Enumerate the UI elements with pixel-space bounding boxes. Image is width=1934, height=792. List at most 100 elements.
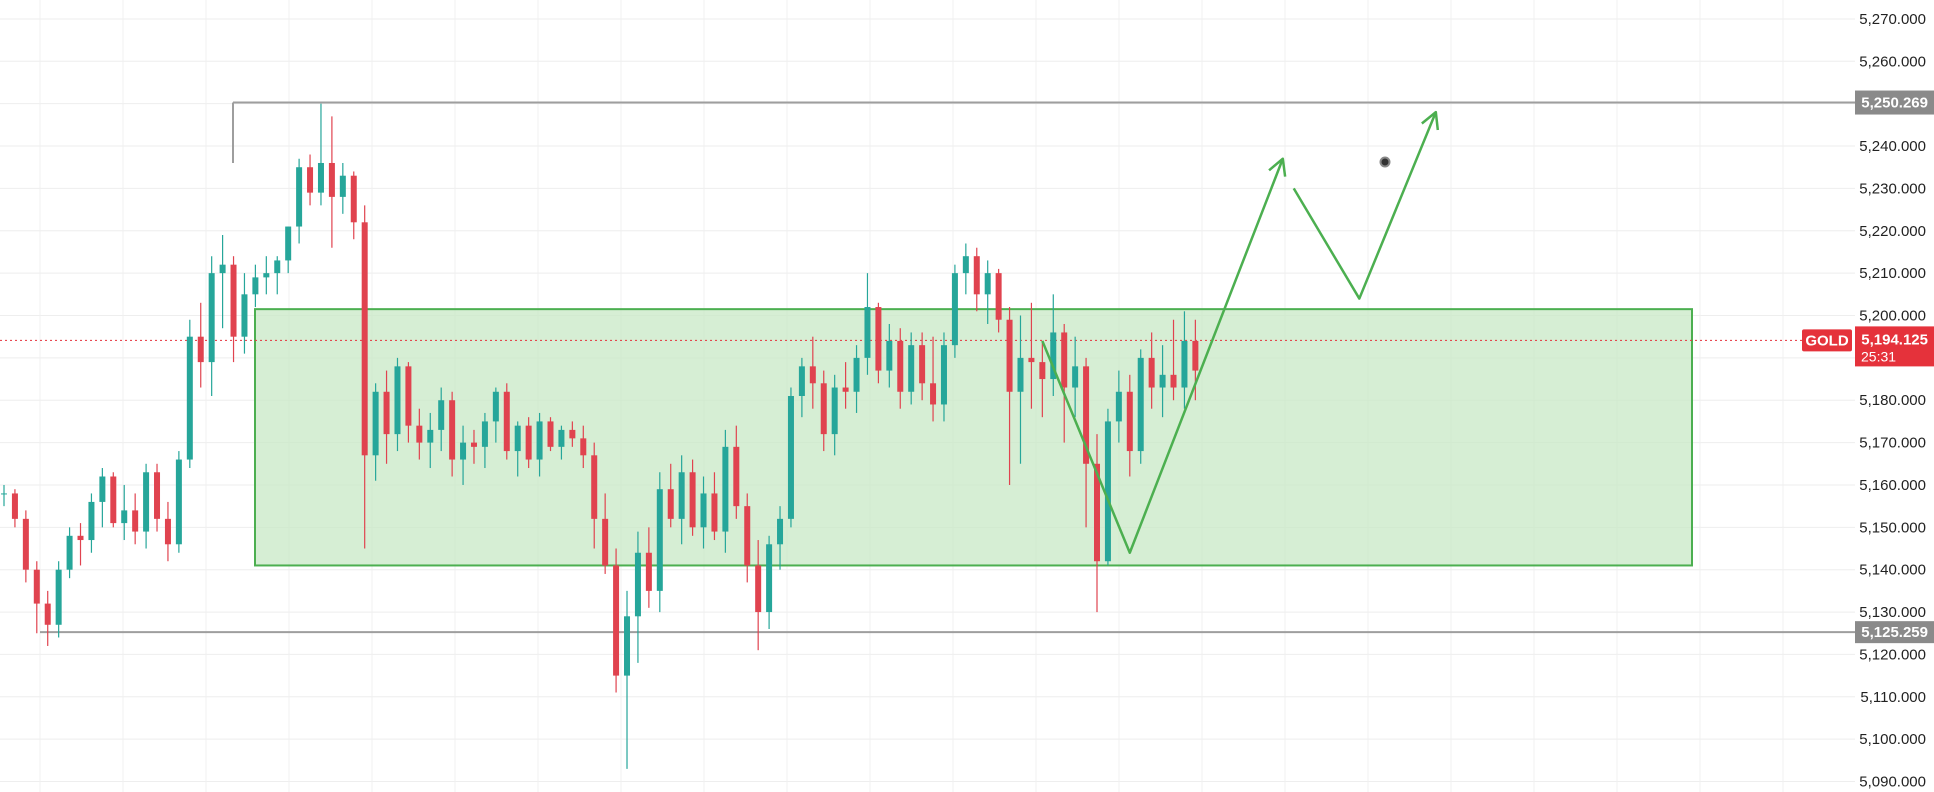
- y-tick-label: 5,100.000: [1859, 731, 1926, 748]
- candle-body: [1192, 340, 1199, 371]
- candle: [164, 501, 171, 562]
- candle-body: [1159, 374, 1166, 388]
- candle: [88, 493, 95, 553]
- candle-body: [853, 357, 860, 392]
- candle: [984, 260, 991, 324]
- candle-body: [164, 518, 171, 545]
- range-box-layer: [254, 308, 1693, 567]
- candle-body: [722, 446, 729, 532]
- candle: [350, 171, 357, 240]
- candle-body: [470, 442, 477, 447]
- candle-body: [296, 167, 303, 227]
- candle-body: [1061, 332, 1068, 388]
- y-tick-label: 5,260.000: [1859, 53, 1926, 70]
- consolidation-range-box[interactable]: [254, 308, 1693, 567]
- candle-body: [1170, 374, 1177, 388]
- candle: [372, 383, 379, 481]
- candle: [919, 332, 926, 401]
- projection-path-2-arrowhead-icon: [1421, 110, 1440, 131]
- cursor-marker-icon: [1379, 156, 1391, 168]
- candle: [1017, 315, 1024, 464]
- candle: [624, 590, 631, 769]
- candle: [55, 561, 62, 638]
- candle: [733, 425, 740, 519]
- candle: [1061, 323, 1068, 443]
- candle: [1104, 408, 1111, 566]
- candle-body: [831, 387, 838, 435]
- y-tick-label: 5,230.000: [1859, 180, 1926, 197]
- candle: [252, 264, 259, 308]
- candlestick-series: [1, 103, 1199, 769]
- candle: [1159, 345, 1166, 418]
- candle: [525, 417, 532, 469]
- candle-body: [33, 569, 40, 604]
- candle-body: [252, 277, 259, 295]
- candle-body: [339, 175, 346, 197]
- candle-body: [536, 421, 543, 460]
- candle-body: [503, 391, 510, 452]
- candle-body: [307, 167, 314, 193]
- candle: [33, 561, 40, 634]
- candle-body: [317, 162, 324, 193]
- candle-body: [263, 273, 270, 278]
- candle-body: [186, 336, 193, 460]
- y-tick-label: 5,160.000: [1859, 477, 1926, 494]
- resistance-price-label: 5,250.269: [1861, 95, 1928, 112]
- candle-body: [1148, 357, 1155, 388]
- candle-body: [1181, 340, 1188, 388]
- price-axis[interactable]: 5,270.0005,260.0005,250.0005,240.0005,23…: [1859, 11, 1926, 791]
- projection-arrows: [1041, 110, 1440, 555]
- candle-body: [121, 510, 128, 524]
- candle-body: [110, 476, 117, 524]
- candle: [886, 323, 893, 388]
- candle-body: [416, 425, 423, 443]
- candle: [383, 370, 390, 464]
- candle-body: [809, 366, 816, 384]
- candle: [405, 362, 412, 443]
- candle-body: [547, 421, 554, 447]
- candle: [962, 243, 969, 295]
- candle-body: [842, 387, 849, 392]
- y-tick-label: 5,120.000: [1859, 646, 1926, 663]
- candle: [460, 425, 467, 485]
- y-tick-label: 5,180.000: [1859, 392, 1926, 409]
- candle-body: [886, 340, 893, 371]
- candle: [755, 540, 762, 651]
- candle: [241, 273, 248, 354]
- projection-path-2[interactable]: [1292, 111, 1437, 300]
- candle: [394, 357, 401, 452]
- candle-body: [208, 273, 215, 363]
- projection-path-1[interactable]: [1041, 158, 1284, 555]
- candle: [175, 451, 182, 553]
- candle-body: [711, 493, 718, 532]
- candle: [99, 468, 106, 528]
- current-price-label: 5,194.125: [1861, 331, 1928, 348]
- candle-body: [973, 256, 980, 295]
- y-tick-label: 5,130.000: [1859, 604, 1926, 621]
- candle: [678, 455, 685, 545]
- candle: [940, 332, 947, 422]
- resistance-price-tag: 5,250.269: [1855, 90, 1934, 115]
- candle-body: [1115, 391, 1122, 422]
- candle-body: [667, 489, 674, 519]
- candle: [1148, 332, 1155, 409]
- candle-body: [525, 425, 532, 460]
- candle: [285, 226, 292, 274]
- y-tick-label: 5,200.000: [1859, 308, 1926, 325]
- candle-body: [492, 391, 499, 422]
- candle-body: [656, 489, 663, 591]
- candle: [470, 429, 477, 464]
- candle-body: [591, 455, 598, 519]
- candle: [427, 412, 434, 469]
- candle: [1050, 294, 1057, 396]
- candle: [77, 523, 84, 566]
- candle-body: [1006, 319, 1013, 392]
- candle-body: [230, 264, 237, 337]
- candle-body: [197, 336, 204, 363]
- candle: [995, 268, 1002, 333]
- candle: [613, 548, 620, 693]
- candle: [580, 425, 587, 469]
- candle: [44, 590, 51, 646]
- candle-body: [558, 429, 565, 447]
